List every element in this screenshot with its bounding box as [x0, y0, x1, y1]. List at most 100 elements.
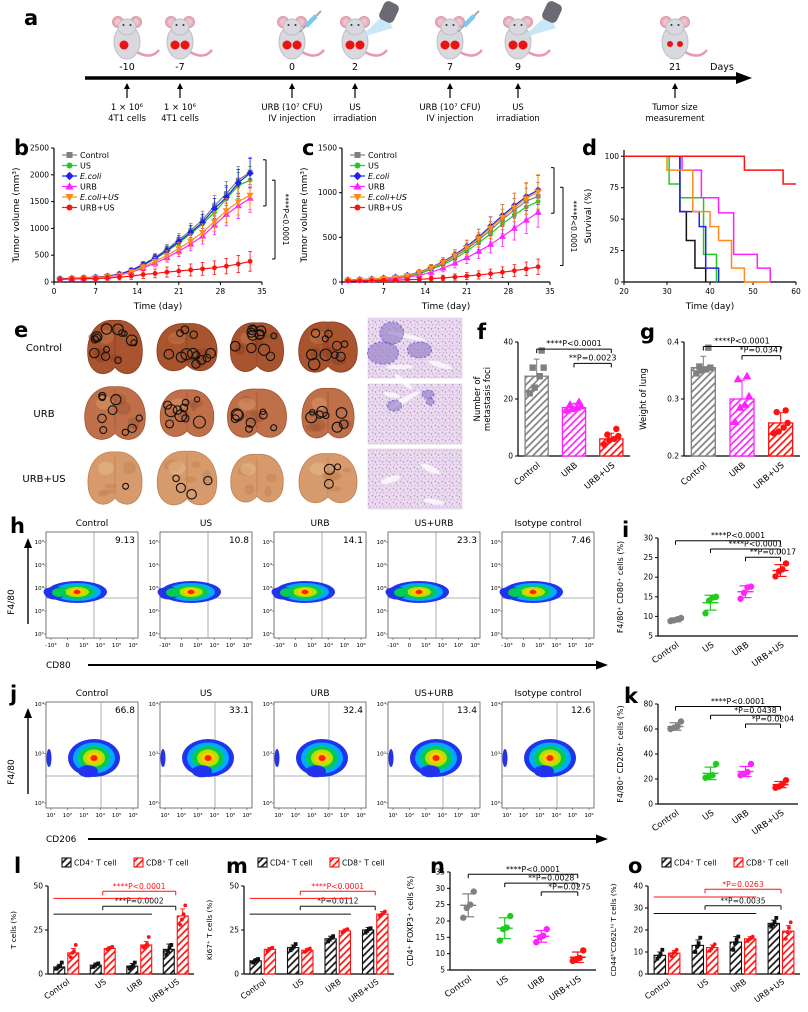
sig-bracket: *P=0.0112: [249, 897, 376, 915]
svg-text:10¹: 10¹: [502, 812, 511, 819]
svg-text:10⁵: 10⁵: [263, 539, 272, 546]
svg-text:0: 0: [638, 970, 643, 979]
mouse-icon: [340, 16, 388, 60]
svg-text:***P=0.0002: ***P=0.0002: [115, 897, 164, 906]
svg-text:10⁴: 10⁴: [552, 642, 562, 649]
svg-text:10¹: 10¹: [35, 631, 44, 638]
svg-text:Tumor volume (mm³): Tumor volume (mm³): [300, 167, 310, 263]
svg-text:10¹: 10¹: [388, 812, 397, 819]
flow-plot-Isotype control: Isotype control 7.46 -10³ 0 10³ 10⁴ 10⁵ 10⁶ 10¹ 1…: [491, 519, 595, 649]
svg-text:10²: 10²: [377, 800, 386, 807]
svg-text:10⁶: 10⁶: [356, 642, 366, 649]
metastasis-foci-circles: [323, 463, 342, 489]
panel-label-k: k: [624, 684, 638, 708]
svg-text:30: 30: [435, 884, 445, 893]
svg-text:CD4⁺ T cell: CD4⁺ T cell: [270, 859, 313, 868]
svg-text:Control: Control: [643, 977, 672, 1001]
panel-label-d: d: [582, 136, 598, 160]
svg-text:US: US: [696, 977, 710, 991]
svg-text:50: 50: [748, 287, 758, 296]
ki67-tcell-chart: 0 25 50 Ki67⁺ T cells (%) Control US URB URB+US…: [205, 857, 394, 1004]
svg-text:Number of: Number of: [473, 375, 483, 421]
svg-text:1500: 1500: [318, 144, 337, 153]
panel-label-a: a: [24, 6, 39, 30]
mouse-icon: [165, 16, 213, 60]
svg-text:10⁴: 10⁴: [35, 701, 45, 708]
panel-label-b: b: [14, 136, 30, 160]
svg-text:*P=0.0347: *P=0.0347: [740, 346, 784, 355]
svg-text:10¹: 10¹: [491, 631, 500, 638]
svg-text:Control: Control: [443, 974, 474, 1000]
svg-text:10⁵: 10⁵: [226, 642, 235, 649]
svg-text:10³: 10³: [535, 812, 544, 819]
svg-text:Weight of lung: Weight of lung: [639, 368, 649, 430]
svg-text:7.46: 7.46: [571, 536, 591, 546]
panel-label-i: i: [622, 518, 630, 542]
svg-text:1 × 10⁶: 1 × 10⁶: [111, 103, 144, 113]
svg-text:4T1 cells: 4T1 cells: [161, 114, 199, 124]
lung-weight-chart: 0.2 0.3 0.4 Weight of lung Control URB URB+US *…: [639, 337, 800, 492]
svg-text:21: 21: [174, 287, 184, 296]
density-blob: [46, 739, 120, 778]
svg-text:20: 20: [619, 287, 629, 296]
mouse-icon: [660, 16, 708, 60]
svg-text:10³: 10³: [35, 751, 44, 758]
svg-text:10⁴: 10⁴: [96, 812, 106, 819]
svg-text:F4/80: F4/80: [7, 589, 17, 615]
bar-URB+US: URB+US: [752, 407, 794, 492]
svg-text:10²: 10²: [263, 800, 272, 807]
svg-text:Time (day): Time (day): [133, 302, 182, 312]
flow-cytometry-row-cd80: Control 9.13 -10³ 0 10³ 10⁴ 10⁵ 10⁶ 10¹ 10² 10³ 10⁴…: [7, 519, 608, 671]
svg-text:10⁵: 10⁵: [377, 539, 386, 546]
lung-metastasis-images: Control URB URB+US: [22, 317, 463, 510]
svg-text:10³: 10³: [193, 642, 202, 649]
tumor-dots: [440, 40, 460, 50]
svg-text:10⁶: 10⁶: [470, 812, 480, 819]
metastasis-foci-circles: [229, 324, 278, 362]
svg-text:28: 28: [504, 287, 514, 296]
group-URB+US: URB+US: [750, 777, 790, 838]
svg-text:2: 2: [352, 62, 358, 73]
svg-text:10³: 10³: [307, 812, 316, 819]
svg-text:500: 500: [323, 233, 338, 242]
svg-text:10⁶: 10⁶: [128, 812, 138, 819]
svg-text:10: 10: [435, 949, 445, 958]
svg-text:URB: URB: [33, 409, 54, 420]
survival-URB: [624, 155, 771, 282]
density-blob: [502, 739, 576, 778]
svg-text:****P<0.0001: ****P<0.0001: [311, 882, 364, 891]
svg-text:50: 50: [609, 215, 619, 224]
sig-bracket: ****P<0.0001: [536, 339, 612, 354]
svg-text:1000: 1000: [30, 224, 49, 233]
svg-text:URB+US: URB+US: [750, 808, 786, 837]
ultrasound-probe-icon: [359, 1, 399, 38]
svg-text:10: 10: [643, 612, 653, 621]
svg-text:0: 0: [66, 643, 70, 649]
tcell-percent-chart: 0 25 50 T cells (%) Control US URB URB+US CD4⁺ T…: [9, 857, 194, 1004]
svg-text:40: 40: [503, 338, 513, 347]
flow-plot-Isotype control: Isotype control12.610¹ 10² 10³ 10⁴ 10⁵ 10⁶10²…: [491, 689, 595, 819]
mouse-icon: [277, 16, 325, 60]
timeline-axis: Days: [85, 62, 752, 84]
svg-text:7: 7: [93, 287, 98, 296]
panel-label-f: f: [477, 320, 487, 344]
survival-chart: 0 25 50 75 100 20 30 40 50 60 Time (day) Survival (…: [584, 150, 801, 312]
legend: CD4⁺ T cell CD8⁺ T cell: [661, 857, 789, 868]
svg-text:2000: 2000: [30, 170, 49, 179]
sig-bracket: ****P<0.0001: [702, 337, 782, 351]
bar-URB+US: URB+US: [583, 425, 624, 492]
svg-text:Time (day): Time (day): [421, 302, 470, 312]
svg-text:10⁵: 10⁵: [340, 642, 349, 649]
svg-text:10⁶: 10⁶: [356, 812, 366, 819]
svg-text:10²: 10²: [519, 812, 528, 819]
sig-bracket: ****P<0.0001: [710, 539, 783, 553]
mouse-icon: [112, 16, 160, 60]
svg-text:metastasis foci: metastasis foci: [483, 367, 493, 431]
series-URB+US: [345, 258, 541, 284]
svg-text:URB: URB: [728, 461, 748, 480]
svg-text:10⁴: 10⁴: [377, 701, 387, 708]
sig-bracket: ***P=0.0002: [53, 897, 177, 915]
svg-text:25: 25: [33, 926, 43, 935]
svg-text:21: 21: [669, 62, 681, 73]
